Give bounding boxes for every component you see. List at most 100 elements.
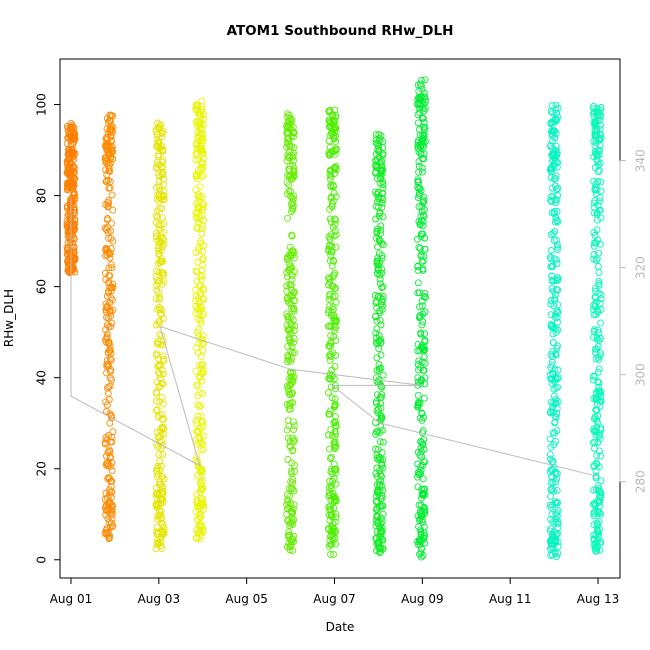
data-point xyxy=(200,311,207,319)
data-point xyxy=(285,181,293,189)
data-point xyxy=(591,132,599,140)
data-point xyxy=(331,428,339,435)
data-point xyxy=(290,438,298,446)
data-point xyxy=(548,533,556,541)
data-point xyxy=(287,478,295,486)
data-point xyxy=(192,267,200,275)
data-point xyxy=(373,506,381,514)
data-point xyxy=(283,382,291,390)
data-point xyxy=(198,225,206,233)
data-point xyxy=(591,349,599,357)
data-point xyxy=(106,155,114,163)
data-point xyxy=(283,178,291,186)
data-point xyxy=(159,484,167,492)
data-point xyxy=(593,547,601,555)
data-point xyxy=(420,394,428,402)
data-point xyxy=(373,497,381,505)
data-point xyxy=(592,431,600,439)
data-point xyxy=(420,503,428,511)
data-point xyxy=(196,215,204,223)
data-point xyxy=(420,445,428,453)
data-point xyxy=(325,295,333,303)
data-point xyxy=(290,167,298,175)
data-point xyxy=(193,141,201,149)
data-point xyxy=(595,365,603,373)
data-point xyxy=(284,498,292,505)
data-point xyxy=(327,455,334,462)
data-point xyxy=(287,281,295,289)
y2-tick-label: 280 xyxy=(634,470,648,493)
data-point xyxy=(199,204,207,212)
data-point xyxy=(156,398,164,406)
data-point xyxy=(416,142,424,150)
data-point xyxy=(160,526,168,534)
data-point xyxy=(154,279,162,287)
data-point xyxy=(68,243,76,251)
data-point xyxy=(594,263,602,270)
data-point xyxy=(196,289,204,297)
data-point xyxy=(372,136,380,144)
data-point xyxy=(414,460,422,468)
data-point xyxy=(376,275,384,283)
data-point xyxy=(595,379,603,386)
data-point xyxy=(326,302,334,310)
data-point xyxy=(379,464,387,472)
data-point xyxy=(197,473,205,481)
data-point xyxy=(418,168,426,176)
overlay-line xyxy=(70,198,598,477)
data-point xyxy=(103,436,111,444)
data-point xyxy=(414,483,422,491)
data-point xyxy=(552,199,559,207)
data-point xyxy=(156,187,164,195)
data-point xyxy=(376,237,384,245)
data-point xyxy=(197,401,205,409)
data-point xyxy=(330,375,338,383)
data-point xyxy=(328,394,336,402)
data-point xyxy=(159,127,167,135)
data-point xyxy=(286,336,294,344)
data-point xyxy=(591,326,599,334)
data-point xyxy=(553,186,560,194)
y-tick-label: 80 xyxy=(35,188,49,203)
data-point xyxy=(596,497,604,504)
data-point xyxy=(377,404,385,412)
data-point xyxy=(66,249,74,257)
data-point xyxy=(109,502,116,510)
data-point xyxy=(330,550,338,558)
data-point xyxy=(194,412,202,420)
data-point xyxy=(325,542,333,550)
data-point xyxy=(416,469,424,477)
data-point xyxy=(156,458,164,465)
data-point xyxy=(154,244,162,252)
data-point xyxy=(373,198,381,206)
data-point xyxy=(289,399,297,407)
data-point xyxy=(288,208,295,215)
data-point xyxy=(326,175,334,183)
data-point xyxy=(194,392,202,400)
y-tick-label: 40 xyxy=(35,370,49,385)
data-point xyxy=(159,355,167,363)
data-point xyxy=(197,146,205,154)
data-point xyxy=(107,349,115,357)
data-point xyxy=(552,510,560,518)
data-point xyxy=(415,523,423,531)
data-point xyxy=(414,391,422,399)
data-point xyxy=(66,183,74,191)
data-point xyxy=(290,192,298,200)
data-point xyxy=(198,377,206,385)
data-point xyxy=(547,231,555,238)
data-point xyxy=(375,193,383,201)
data-point xyxy=(419,318,427,326)
data-point xyxy=(198,266,205,274)
data-point xyxy=(102,338,110,346)
data-point xyxy=(552,437,559,445)
data-point xyxy=(284,434,292,442)
data-point xyxy=(332,162,340,170)
data-point xyxy=(589,306,597,314)
data-point xyxy=(596,125,604,133)
data-point xyxy=(105,271,113,279)
data-point xyxy=(597,397,605,405)
data-point xyxy=(593,156,601,164)
data-point xyxy=(590,209,598,217)
